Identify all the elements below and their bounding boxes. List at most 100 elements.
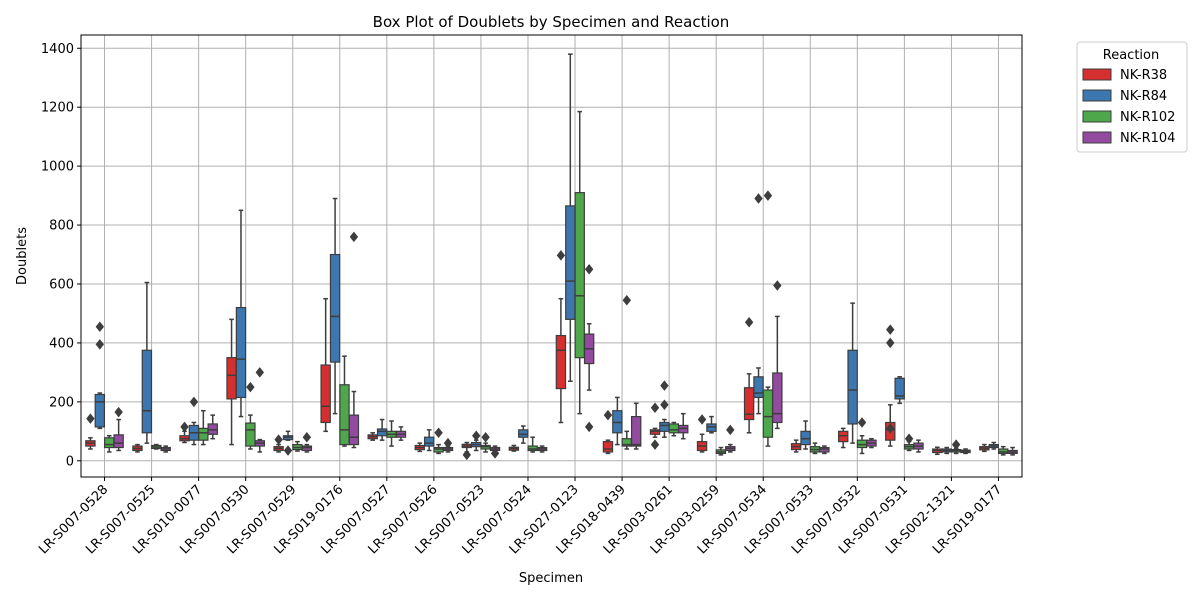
outlier-point — [246, 381, 255, 393]
box — [527, 436, 538, 453]
box — [988, 441, 999, 450]
outlier-point — [697, 414, 707, 425]
box — [301, 431, 313, 453]
iqr-box — [141, 349, 153, 434]
iqr-box — [630, 415, 642, 447]
box — [668, 421, 680, 437]
outlier-point — [886, 423, 895, 434]
outlier-point — [904, 433, 914, 444]
box — [819, 445, 830, 455]
outlier-point — [114, 406, 123, 418]
outlier-point — [773, 280, 782, 291]
box — [188, 396, 200, 446]
box — [160, 445, 171, 453]
box — [913, 439, 924, 453]
box — [621, 294, 632, 450]
box — [235, 209, 247, 418]
outlier-point — [886, 337, 895, 349]
box — [292, 440, 303, 452]
outlier-point — [660, 399, 669, 411]
box — [630, 402, 642, 450]
box — [518, 425, 529, 444]
legend-swatch — [1082, 89, 1112, 102]
box — [395, 426, 407, 441]
outlier-point — [650, 439, 660, 450]
box — [800, 420, 811, 450]
box — [574, 110, 585, 415]
box — [320, 297, 331, 433]
box — [837, 427, 849, 449]
box — [433, 427, 444, 455]
iqr-box — [574, 192, 585, 359]
outlier-point — [650, 402, 660, 414]
box — [772, 280, 783, 430]
box — [753, 193, 764, 415]
y-tick-label: 0 — [66, 454, 74, 469]
box — [979, 443, 990, 453]
box — [762, 190, 774, 447]
outlier-point — [763, 190, 773, 201]
outlier-point — [584, 264, 594, 275]
box — [207, 414, 218, 440]
box — [226, 318, 237, 446]
box — [565, 53, 576, 382]
box — [141, 281, 153, 444]
plot-frame — [80, 34, 1023, 478]
y-tick-label: 200 — [49, 395, 74, 410]
iqr-box — [762, 389, 774, 438]
legend: Reaction NK-R38 NK-R84 NK-R102 NK-R104 — [1076, 41, 1188, 153]
series-NK-R38 — [85, 250, 990, 461]
axes: 0200400600800100012001400LR-S007-0528LR-… — [36, 42, 1005, 558]
outlier-point — [95, 321, 105, 332]
y-tick-label: 1400 — [41, 42, 74, 57]
box — [85, 413, 96, 450]
box — [894, 376, 905, 405]
outlier-point — [283, 445, 293, 456]
iqr-box — [113, 434, 124, 449]
outlier-point — [726, 424, 735, 436]
box — [179, 421, 190, 444]
iqr-box — [104, 437, 115, 449]
legend-entry: NK-R38 — [1120, 68, 1167, 83]
y-tick-label: 1200 — [41, 101, 74, 116]
outlier-point — [490, 448, 500, 459]
box — [555, 250, 567, 424]
chart-title: Box Plot of Doublets by Specimen and Rea… — [373, 13, 730, 31]
series-NK-R84 — [94, 53, 999, 456]
box — [809, 442, 821, 455]
box — [151, 443, 162, 450]
box — [198, 409, 209, 446]
box — [245, 381, 256, 450]
series-NK-R102 — [104, 110, 1009, 456]
box — [706, 415, 717, 434]
outlier-point — [255, 367, 264, 378]
iqr-box — [235, 306, 247, 399]
y-tick-label: 600 — [49, 277, 74, 292]
iqr-box — [772, 372, 783, 424]
box — [885, 324, 896, 447]
box — [649, 402, 661, 450]
box — [856, 417, 868, 455]
box — [442, 437, 454, 453]
box — [339, 355, 350, 447]
grid-lines — [81, 35, 1022, 477]
box — [847, 302, 858, 444]
outlier-point — [660, 380, 669, 391]
box — [932, 446, 943, 456]
box — [508, 444, 520, 452]
legend-title: Reaction — [1103, 48, 1159, 63]
outlier-point — [857, 417, 867, 428]
box — [376, 418, 388, 441]
outlier-point — [481, 431, 490, 443]
box — [461, 441, 473, 461]
iqr-box — [320, 364, 331, 424]
x-axis-label: Specimen — [519, 571, 583, 586]
iqr-box — [94, 393, 106, 428]
box — [536, 445, 548, 453]
box — [960, 448, 971, 455]
y-tick-label: 1000 — [41, 160, 74, 175]
box — [480, 431, 491, 453]
box — [997, 445, 1009, 456]
box — [104, 434, 115, 453]
iqr-box — [847, 349, 858, 425]
